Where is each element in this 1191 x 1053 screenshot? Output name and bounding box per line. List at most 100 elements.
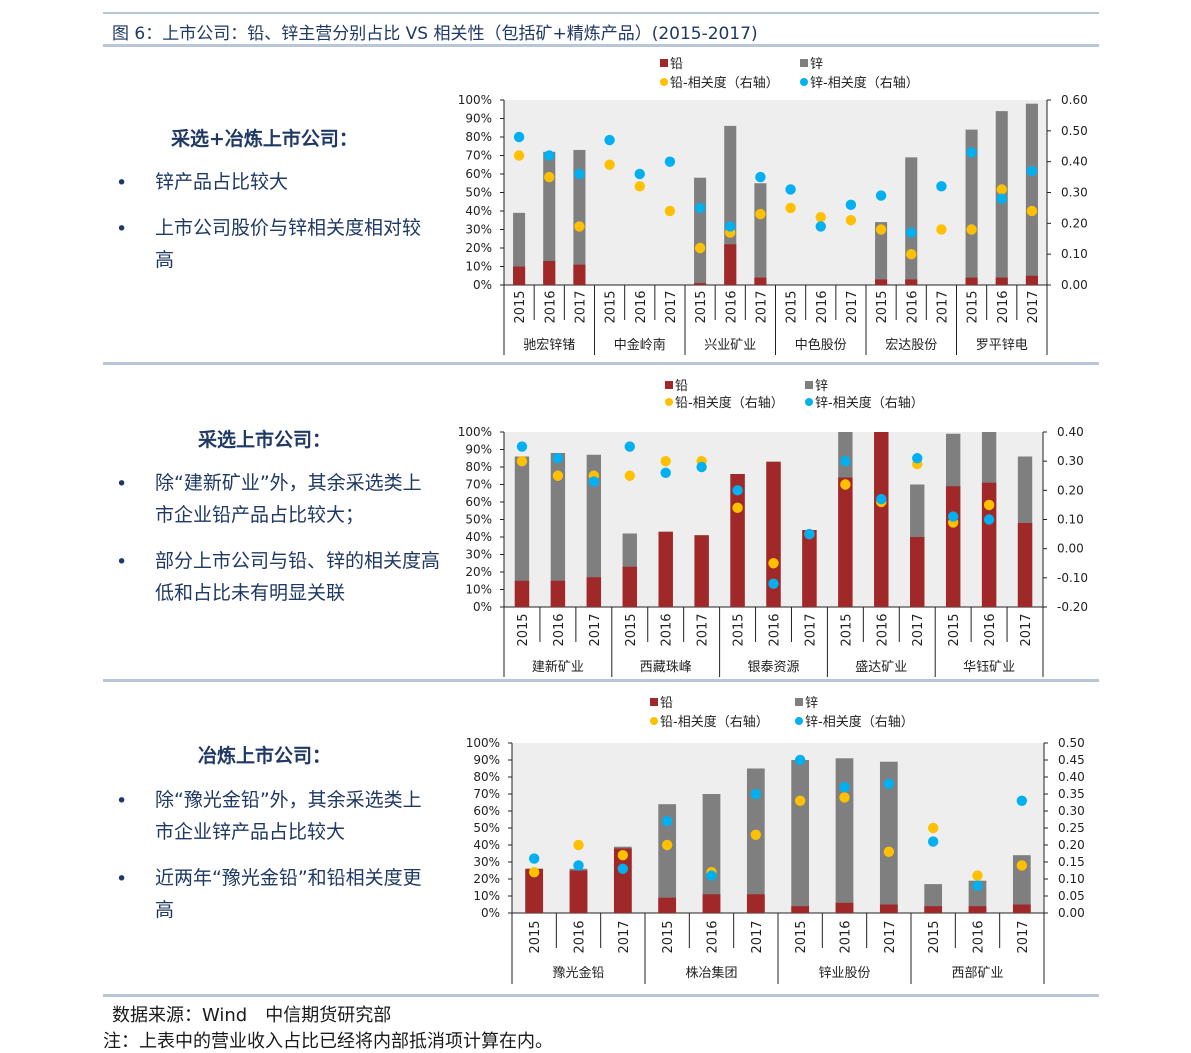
panel2-bullet1-dot: • <box>116 473 128 495</box>
chart3-y2tick-label: 0.35 <box>1058 787 1085 801</box>
chart1-lead-corr-dot <box>906 248 917 260</box>
chart1-year-label: 2016 <box>996 290 1011 323</box>
panel1-bullet1-dot: • <box>116 172 128 194</box>
chart3-year-label: 2016 <box>972 920 987 953</box>
chart3-ytick-label: 0% <box>481 906 500 920</box>
chart3-group-label: 西部矿业 <box>951 966 1003 981</box>
chart1-lead-corr-dot <box>1026 205 1038 217</box>
panel3-bullet2-dot: • <box>116 868 128 890</box>
chart2-lead-bar <box>694 535 709 607</box>
chart3-lead-bar <box>613 848 632 913</box>
chart1-lead-bar <box>905 279 918 285</box>
chart3-lead-corr-dot <box>883 846 895 857</box>
chart1-lead-corr-dot <box>604 159 615 170</box>
chart2-year-label: 2017 <box>1019 613 1034 646</box>
panel3-bullet1: 除“豫光金铅”外，其余采选类上市企业锌产品占比较大 <box>155 789 422 843</box>
chart2-legend-zinc-swatch <box>805 381 813 389</box>
chart3-year-label: 2017 <box>750 920 765 953</box>
chart3-y2tick-label: 0.00 <box>1058 906 1085 920</box>
chart2-lead-corr-dot <box>983 499 995 511</box>
chart3-lead-bar <box>746 894 765 913</box>
chart1-zinc-bar <box>573 149 586 285</box>
chart3-y2tick-label: 0.50 <box>1058 736 1085 750</box>
chart2-ytick-label: 60% <box>465 495 492 509</box>
chart2-group-label: 建新矿业 <box>532 659 584 675</box>
chart3-zinc-bar <box>791 760 810 913</box>
chart3-lead-bar <box>879 904 898 913</box>
chart2-lead-corr-dot <box>732 502 743 514</box>
chart1-zinc-bar <box>694 177 707 285</box>
chart1-zinc-corr-dot <box>694 202 706 214</box>
chart1-year-label: 2017 <box>1026 290 1041 323</box>
chart1-lead-corr-dot <box>544 171 555 183</box>
chart2-y2tick-label: 0.10 <box>1057 513 1084 527</box>
chart2-y2tick-label: -0.10 <box>1057 571 1088 585</box>
chart1-year-label: 2015 <box>694 290 709 323</box>
chart1-y2tick-label: 0.00 <box>1061 278 1088 292</box>
chart3-lead-corr-dot <box>1016 860 1028 871</box>
chart2-year-label: 2016 <box>552 613 567 646</box>
chart2-legend-zinccorr-swatch <box>805 398 813 406</box>
chart3-group-label: 豫光金铅 <box>552 965 604 981</box>
chart3-zinc-corr-dot <box>927 836 939 847</box>
chart2-year-label: 2017 <box>588 613 603 646</box>
chart2-zinc-corr-dot <box>552 453 564 464</box>
chart3-ytick-label: 70% <box>473 787 500 801</box>
chart1-zinc-bar <box>965 129 978 285</box>
chart2-year-label: 2016 <box>660 613 675 646</box>
chart2-ytick-label: 70% <box>465 478 492 492</box>
chart1-ytick-label: 40% <box>465 204 492 218</box>
chart3-ytick-label: 30% <box>473 855 500 869</box>
chart1-y2tick-label: 0.20 <box>1061 216 1088 230</box>
chart3-zinc-bar <box>746 768 765 913</box>
chart1-zinc-bar <box>543 151 556 285</box>
chart3-lead-bar <box>569 870 588 913</box>
chart2-lead-bar <box>981 482 997 607</box>
chart1-zinc-bar <box>905 157 918 285</box>
chart3-lead-corr-dot <box>528 867 540 878</box>
chart1-year-label: 2015 <box>785 290 800 323</box>
chart2-zinc-bar <box>586 454 602 607</box>
chart2-zinc-corr-dot <box>840 455 851 467</box>
panel2-rule <box>103 679 1099 682</box>
chart1-y2tick-label: 0.40 <box>1061 155 1088 169</box>
chart1-zinc-bar <box>1025 103 1038 285</box>
chart1-ytick-label: 20% <box>465 241 492 255</box>
chart2-lead-bar <box>802 530 817 607</box>
chart2-year-label: 2017 <box>696 613 711 646</box>
chart3-zinc-corr-dot <box>883 778 895 789</box>
chart3-y2tick-label: 0.25 <box>1058 821 1085 835</box>
chart3-zinc-corr-dot <box>1016 795 1028 806</box>
chart3-zinc-bar <box>879 761 898 913</box>
chart3-lead-bar <box>702 894 721 913</box>
chart1-legend-leadcorr: 铅-相关度（右轴） <box>670 75 779 91</box>
chart1-lead-bar <box>875 279 888 285</box>
panel2-title: 采选上市公司： <box>198 429 332 451</box>
chart3-zinc-bar <box>658 804 677 913</box>
chart1-year-label: 2017 <box>754 290 769 323</box>
chart2-zinc-corr-dot <box>588 476 600 487</box>
chart1-zinc-bar <box>754 183 767 285</box>
top-rule <box>103 12 1099 14</box>
panel1-rule <box>103 362 1099 365</box>
chart3-legend-lead-swatch <box>650 698 658 706</box>
chart1-ytick-label: 70% <box>465 149 492 163</box>
chart1-legend-zinccorr: 锌-相关度（右轴） <box>810 75 919 91</box>
chart3-year-label: 2016 <box>573 920 588 953</box>
chart2-lead-bar <box>766 461 781 607</box>
chart3-legend-zinc-swatch <box>795 698 803 706</box>
chart1-y2tick-label: 0.10 <box>1061 247 1088 261</box>
chart3-ytick-label: 50% <box>473 821 500 835</box>
chart1-zinc-corr-dot <box>996 193 1007 204</box>
chart2-lead-bar <box>910 537 925 607</box>
title-rule <box>103 44 1099 47</box>
chart3-legend-lead: 铅 <box>660 696 673 711</box>
chart1-group-label: 中色股份 <box>795 337 847 353</box>
chart3-y2tick-label: 0.45 <box>1058 753 1085 767</box>
panel3-bullet2: 近两年“豫光金铅”和铅相关度更高 <box>155 867 422 921</box>
chart1-zinc-corr-dot <box>906 227 917 238</box>
panel2-bullet2-dot: • <box>116 551 128 573</box>
chart3-ytick-label: 40% <box>473 838 500 852</box>
data-source: 数据来源：Wind 中信期货研究部 <box>112 1005 392 1026</box>
chart2-group-label: 盛达矿业 <box>855 660 907 675</box>
